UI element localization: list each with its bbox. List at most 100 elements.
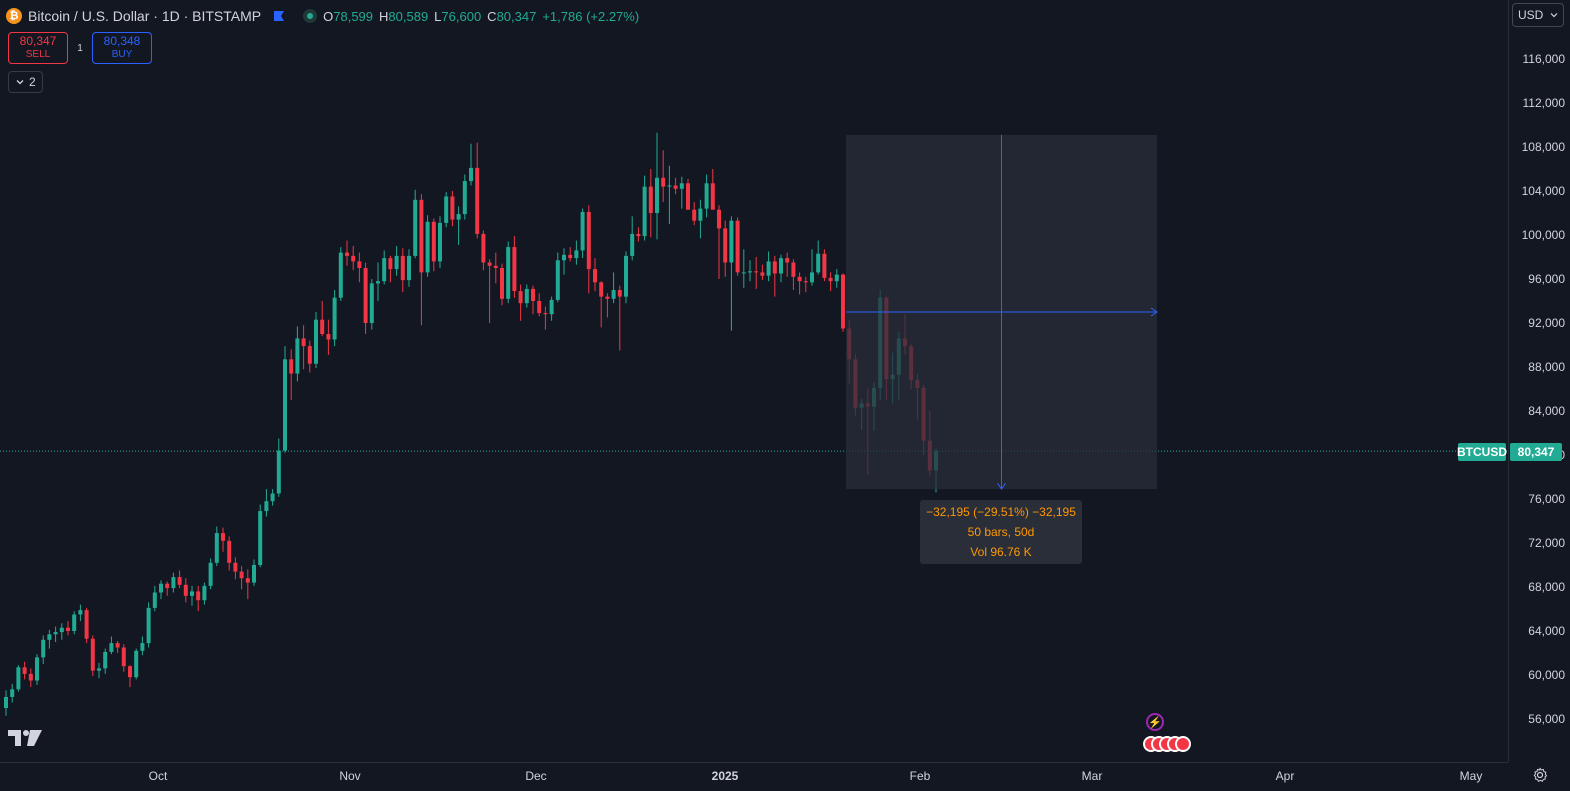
candle	[326, 319, 331, 355]
candle	[121, 644, 126, 672]
price-chart[interactable]	[0, 0, 1508, 762]
time-axis[interactable]: Oct Nov Dec 2025 Feb Mar Apr May	[0, 762, 1508, 791]
candle	[444, 192, 449, 228]
candle	[580, 208, 585, 259]
candle	[22, 661, 27, 680]
candle	[363, 262, 368, 334]
candle	[704, 174, 709, 218]
symbol-price-label: BTCUSD	[1457, 443, 1507, 461]
candle	[537, 293, 542, 317]
candle	[258, 504, 263, 568]
candle	[834, 269, 839, 288]
candle	[227, 536, 232, 571]
candle	[512, 236, 517, 298]
market-status-icon[interactable]	[303, 9, 318, 23]
candle	[655, 132, 659, 240]
sell-button[interactable]: 80,347 SELL	[8, 32, 68, 64]
candle	[72, 611, 77, 635]
price-tick: 76,000	[1528, 492, 1565, 506]
candle	[301, 325, 306, 370]
us-flag-icon[interactable]	[1175, 736, 1191, 752]
flag-icon[interactable]	[273, 10, 285, 22]
price-tick: 88,000	[1528, 360, 1565, 374]
candle	[196, 585, 201, 612]
candle	[642, 175, 647, 241]
price-axis[interactable]: 116,000 112,000 108,000 104,000 100,000 96,00…	[1508, 0, 1570, 762]
lightning-icon[interactable]: ⚡	[1146, 713, 1164, 731]
price-tick: 96,000	[1528, 272, 1565, 286]
candle	[456, 206, 461, 245]
candle	[239, 566, 244, 590]
candle	[289, 349, 294, 400]
indicator-count: 2	[29, 75, 36, 89]
candle	[134, 648, 139, 680]
buy-button[interactable]: 80,348 BUY	[92, 32, 152, 64]
candle	[555, 252, 560, 303]
sell-label: SELL	[25, 49, 51, 60]
measure-volume-text: Vol 96.76 K	[970, 545, 1032, 559]
events-markers[interactable]: ⚡	[1143, 713, 1191, 752]
measure-change-text: −32,195 (−29.51%) −32,195	[926, 505, 1076, 519]
economic-events[interactable]	[1143, 736, 1191, 752]
candle	[741, 249, 746, 288]
candle	[307, 340, 312, 373]
currency-select[interactable]: USD	[1512, 3, 1564, 27]
candle	[791, 259, 796, 290]
candle	[679, 176, 684, 209]
price-tick: 72,000	[1528, 536, 1565, 550]
measure-arrow-down-icon	[997, 482, 1006, 491]
candle	[469, 143, 473, 186]
candle	[698, 199, 703, 239]
candle	[357, 252, 362, 283]
candle	[369, 279, 374, 330]
candle	[828, 272, 833, 292]
ohlc-open: O78,599	[323, 8, 374, 24]
indicators-collapse-button[interactable]: 2	[8, 71, 43, 93]
candle	[531, 285, 535, 315]
candle	[16, 665, 21, 692]
price-tick: 104,000	[1521, 184, 1565, 198]
price-range-measure[interactable]	[846, 134, 1158, 491]
candle	[264, 489, 269, 517]
price-tick: 68,000	[1528, 580, 1565, 594]
candle	[574, 240, 579, 265]
candle	[59, 623, 64, 640]
candle	[841, 273, 845, 332]
chevron-down-icon	[1550, 13, 1558, 18]
currency-value: USD	[1518, 8, 1544, 22]
candle	[822, 249, 827, 282]
candle	[816, 240, 821, 275]
candle	[487, 259, 492, 323]
chart-pane[interactable]: ₿ Bitcoin / U.S. Dollar · 1D · BITSTAMP …	[0, 0, 1508, 762]
trade-panel: 80,347 SELL 1 80,348 BUY	[8, 32, 152, 64]
spread-value: 1	[77, 42, 83, 54]
candle	[66, 621, 70, 636]
candle	[283, 346, 287, 453]
candle	[605, 293, 610, 318]
bitcoin-logo-icon: ₿	[6, 8, 22, 24]
candle	[760, 264, 765, 281]
settings-gear-icon[interactable]	[1532, 767, 1548, 783]
candle	[500, 263, 504, 306]
candle	[388, 255, 393, 283]
time-tick: Oct	[148, 769, 168, 783]
candle	[810, 249, 814, 286]
measure-bars-text: 50 bars, 50d	[967, 525, 1035, 539]
candle	[276, 438, 281, 497]
price-tick: 108,000	[1521, 140, 1565, 154]
price-tick: 116,000	[1522, 52, 1566, 66]
candle	[493, 252, 498, 284]
candle	[754, 257, 759, 289]
time-tick: May	[1459, 769, 1483, 783]
time-tick: Mar	[1081, 769, 1103, 783]
price-tick: 60,000	[1528, 668, 1565, 682]
candle	[785, 252, 790, 277]
candle	[103, 648, 108, 674]
symbol-title[interactable]: Bitcoin / U.S. Dollar · 1D · BITSTAMP	[28, 8, 262, 24]
price-tick: 112,000	[1522, 96, 1566, 110]
candle	[314, 312, 318, 369]
time-tick: Dec	[525, 769, 547, 783]
tradingview-logo-icon[interactable]	[8, 730, 42, 751]
last-price-label: 80,347	[1510, 443, 1562, 461]
symbol-header: ₿ Bitcoin / U.S. Dollar · 1D · BITSTAMP …	[6, 6, 639, 26]
